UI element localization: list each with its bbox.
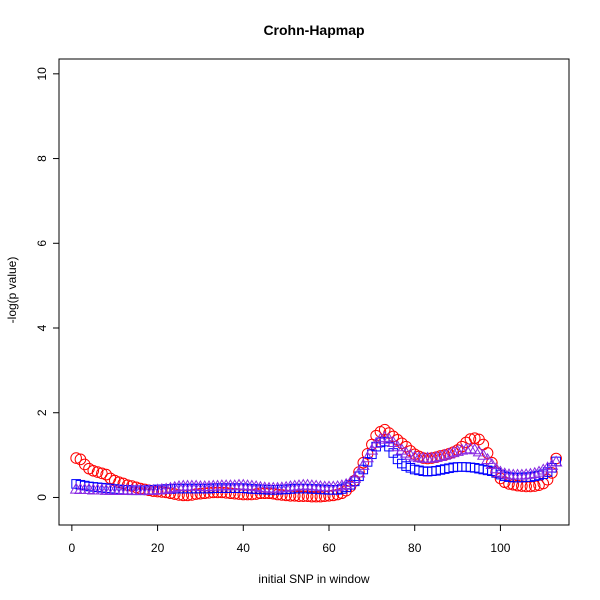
triangle-point xyxy=(164,481,177,493)
x-tick-label: 100 xyxy=(490,541,510,555)
triangle-point xyxy=(352,466,366,478)
triangle-point xyxy=(434,449,447,461)
y-tick-label: 0 xyxy=(35,494,49,501)
triangle-point xyxy=(446,446,460,458)
triangle-point xyxy=(528,466,542,478)
y-axis-label: -log(p value) xyxy=(5,257,19,324)
triangle-point xyxy=(541,461,554,473)
x-tick-label: 0 xyxy=(69,541,76,555)
triangle-point xyxy=(249,479,263,492)
triangle-point xyxy=(451,444,464,456)
triangle-point xyxy=(532,465,546,477)
x-tick-label: 80 xyxy=(408,541,422,555)
series-layer xyxy=(69,423,563,503)
triangle-point xyxy=(335,479,349,491)
triangle-point xyxy=(408,450,422,462)
x-tick-label: 60 xyxy=(322,541,336,555)
y-tick-label: 2 xyxy=(35,409,49,416)
triangle-point xyxy=(159,482,173,494)
triangle-point xyxy=(365,443,379,455)
triangle-point xyxy=(476,448,490,460)
x-axis: 0 20 40 60 80 100 xyxy=(69,524,511,555)
circle-point xyxy=(87,464,100,477)
triangle-point xyxy=(369,436,383,448)
y-tick-label: 4 xyxy=(35,324,49,331)
triangle-point xyxy=(549,455,563,467)
triangle-point xyxy=(438,448,452,460)
triangle-point xyxy=(374,432,387,444)
circle-point xyxy=(464,433,477,445)
y-tick-label: 10 xyxy=(35,67,49,81)
y-tick-label: 6 xyxy=(35,240,49,247)
triangle-point xyxy=(485,457,499,470)
triangle-point xyxy=(168,480,182,492)
triangle-point xyxy=(472,445,486,457)
triangle-point xyxy=(344,475,357,487)
circle-point xyxy=(78,458,91,471)
triangle-point xyxy=(429,450,443,462)
triangle-point xyxy=(361,451,374,463)
x-tick-label: 20 xyxy=(151,541,165,555)
triangle-point xyxy=(442,447,456,459)
circle-point xyxy=(96,467,108,480)
triangle-point xyxy=(339,477,353,489)
triangle-point xyxy=(391,440,404,452)
triangle-point xyxy=(279,480,293,492)
triangle-point xyxy=(464,442,477,454)
triangle-point xyxy=(386,435,400,448)
series-triangle xyxy=(69,430,563,495)
circle-point xyxy=(91,466,104,478)
triangle-point xyxy=(356,458,370,470)
circle-point xyxy=(378,423,391,436)
triangle-point xyxy=(545,458,559,470)
triangle-point xyxy=(455,443,469,455)
triangle-point xyxy=(425,451,439,463)
circle-point xyxy=(481,447,494,459)
chart-title: Crohn-Hapmap xyxy=(263,22,364,38)
circle-point xyxy=(100,468,112,481)
x-tick-label: 40 xyxy=(237,541,251,555)
circle-point xyxy=(70,452,82,464)
y-axis: 0 2 4 6 8 10 xyxy=(35,67,60,501)
triangle-point xyxy=(331,479,344,492)
x-axis-label: initial SNP in window xyxy=(258,572,369,586)
triangle-point xyxy=(481,452,494,464)
triangle-point xyxy=(348,471,362,484)
triangle-point xyxy=(498,467,512,479)
triangle-point xyxy=(382,432,396,444)
triangle-point xyxy=(489,462,503,474)
triangle-point xyxy=(524,467,537,479)
y-tick-label: 8 xyxy=(35,155,49,162)
